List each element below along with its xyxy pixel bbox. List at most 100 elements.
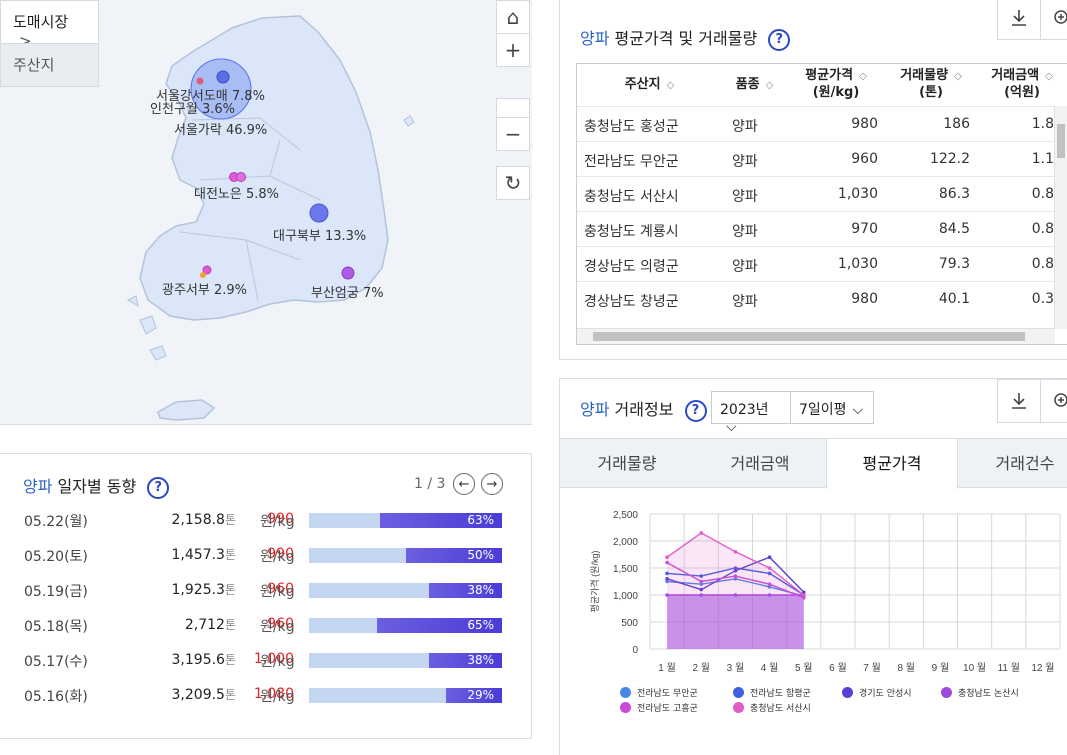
sort-icon[interactable]: ◇ [765, 80, 774, 91]
daily-row: 05.20(토) 1,457.3톤 990 원/kg 50% [24, 546, 504, 566]
volume-unit: 톤 [224, 583, 236, 597]
help-icon[interactable]: ? [147, 476, 170, 499]
table-row[interactable]: 전라남도 무안군 양파 960 122.2 1.1 [577, 141, 1054, 176]
scrollbar-thumb[interactable] [1057, 124, 1065, 158]
avg-price-chart[interactable]: 2,500 2,000 1,500 1,000 500 0 1 월 2 월 3 월 4 월 5 월 6… [560, 494, 1067, 734]
row-price: 1,000 [253, 651, 294, 667]
legend-dot-icon [733, 702, 744, 713]
vertical-scrollbar[interactable] [1054, 106, 1067, 329]
next-page-button[interactable]: → [481, 473, 503, 495]
header-sublabel: (억원) [1004, 85, 1040, 100]
data-point [665, 555, 669, 559]
legend-item[interactable]: 충청남도 논산시 [941, 686, 1019, 699]
volume-value: 1,457.3 [171, 547, 225, 563]
table-row[interactable]: 충청남도 홍성군 양파 980 186 1.8 [577, 106, 1054, 141]
trade-tabs: 거래물량 거래금액 평균가격 거래건수 [560, 438, 1067, 489]
row-volume: 3,195.6톤 [144, 651, 236, 668]
daily-title-text: 일자별 동향 [52, 477, 137, 496]
period-select-value: 7일이평 [799, 402, 847, 418]
y-tick-label: 1,500 [613, 564, 638, 575]
download-button[interactable] [997, 379, 1041, 423]
data-point [699, 593, 704, 597]
data-point [733, 577, 738, 581]
table-header-cell[interactable]: 거래금액 ◇ (억원) [977, 64, 1067, 106]
cell-amount: 1.8 [1031, 116, 1054, 132]
ratio-bar-fill [380, 513, 502, 528]
horizontal-scrollbar[interactable] [577, 328, 1055, 344]
table-row[interactable]: 경상남도 의령군 양파 1,030 79.3 0.8 [577, 246, 1054, 281]
zoom-plus-icon [1054, 10, 1067, 24]
sort-icon[interactable]: ◇ [1045, 71, 1053, 82]
bubble-seoul-garak [190, 58, 252, 120]
tab-count[interactable]: 거래건수 [995, 454, 1055, 473]
zoom-out-button[interactable]: − [496, 117, 530, 151]
cell-volume: 40.1 [938, 291, 970, 307]
volume-unit: 톤 [224, 618, 236, 632]
tab-avg-price[interactable]: 평균가격 [826, 439, 958, 489]
sort-icon[interactable]: ◇ [859, 71, 867, 82]
table-header-cell[interactable]: 품종 ◇ [722, 64, 787, 106]
tab-amount[interactable]: 거래금액 [730, 454, 790, 473]
zoom-slider-track[interactable] [496, 98, 530, 118]
header-sublabel: (톤) [919, 85, 943, 100]
avg-price-table[interactable]: 주산지 ◇ 품종 ◇ 평균가격 ◇ (원/kg) 거래물량 ◇ (톤) 거래금액 ◇ (억원) 충청남도… [576, 63, 1067, 345]
expand-button[interactable] [1040, 379, 1067, 423]
row-date: 05.20(토) [24, 549, 88, 565]
map-label-daejeon: 대전노은 5.8% [194, 187, 279, 202]
ratio-bar-fill [428, 583, 502, 598]
korea-map[interactable] [0, 0, 532, 425]
trade-title-text: 거래정보 [609, 400, 674, 419]
arrow-right-icon: → [486, 476, 498, 492]
data-point [733, 574, 738, 578]
sort-icon[interactable]: ◇ [666, 80, 675, 91]
download-button[interactable] [997, 0, 1041, 40]
legend-label: 충청남도 서산시 [750, 704, 811, 714]
tab-wholesale-market[interactable]: 도매시장 > [0, 0, 99, 50]
scrollbar-thumb[interactable] [593, 332, 1025, 341]
table-header-cell[interactable]: 거래물량 ◇ (톤) [885, 64, 977, 106]
header-label: 거래금액 [991, 68, 1040, 83]
series-area [667, 532, 804, 649]
price-unit: 원/kg [260, 689, 295, 705]
legend-item[interactable]: 경기도 안성시 [842, 686, 912, 699]
tab-volume[interactable]: 거래물량 [597, 454, 657, 473]
avg-price-title: 양파 평균가격 및 거래물량 ? [580, 25, 791, 51]
legend-item[interactable]: 충청남도 서산시 [733, 701, 811, 714]
x-tick-label: 7 월 [863, 662, 881, 674]
help-icon[interactable]: ? [684, 399, 707, 422]
zoom-in-button[interactable]: + [496, 33, 530, 67]
cell-variety: 양파 [732, 119, 758, 135]
year-select[interactable]: 2023년⌵ [711, 391, 791, 435]
minus-icon: − [504, 122, 522, 146]
row-date: 05.18(목) [24, 619, 88, 635]
cell-avg-price: 980 [851, 116, 878, 132]
table-row[interactable]: 충청남도 서산시 양파 1,030 86.3 0.8 [577, 176, 1054, 211]
data-point [665, 593, 669, 597]
prev-page-button[interactable]: ← [453, 473, 475, 495]
data-point [767, 555, 772, 559]
sort-icon[interactable]: ◇ [954, 71, 962, 82]
data-point [699, 587, 704, 592]
table-row[interactable]: 경상남도 창녕군 양파 980 40.1 0.3 [577, 281, 1054, 316]
legend-item[interactable]: 전라남도 고흥군 [620, 701, 698, 714]
legend-item[interactable]: 전라남도 무안군 [620, 686, 698, 699]
map-label-busan: 부산엄궁 7% [311, 286, 384, 301]
expand-button[interactable] [1040, 0, 1067, 40]
daily-row: 05.22(월) 2,158.8톤 990 원/kg 63% [24, 511, 504, 531]
table-row[interactable]: 충청남도 계룡시 양파 970 84.5 0.8 [577, 211, 1054, 246]
volume-value: 3,209.5 [171, 687, 225, 703]
home-button[interactable]: ⌂ [496, 0, 530, 34]
data-point [733, 568, 738, 573]
tab-production-area[interactable]: 주산지 [0, 43, 99, 87]
period-select[interactable]: 7일이평 ⌵ [790, 391, 874, 424]
table-header-cell[interactable]: 주산지 ◇ [577, 64, 722, 106]
bubble-gwangju-a [202, 265, 212, 275]
table-header-cell[interactable]: 평균가격 ◇ (원/kg) [787, 64, 885, 106]
ratio-bar: 65% [309, 618, 502, 633]
ratio-label: 63% [467, 513, 494, 527]
refresh-button[interactable]: ↻ [496, 166, 530, 200]
legend-item[interactable]: 전라남도 함평군 [733, 686, 811, 699]
map-label-seoul-gangseo: 서울강서도매 7.8% [156, 89, 265, 104]
pager-indicator: 1 / 3 [414, 476, 446, 492]
help-icon[interactable]: ? [768, 28, 791, 51]
